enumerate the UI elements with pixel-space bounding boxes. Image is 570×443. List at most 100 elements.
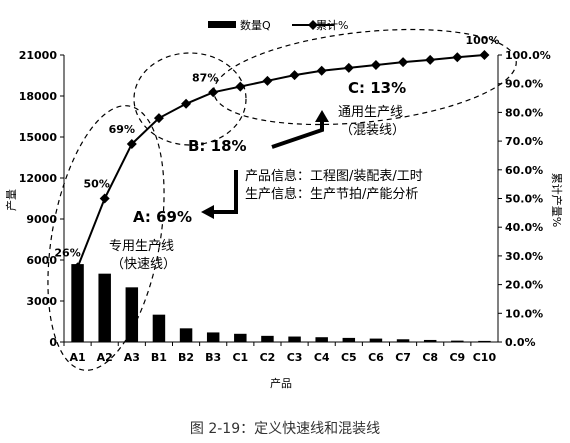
left-tick-label: 18000 bbox=[19, 90, 58, 103]
right-tick-label: 90.0% bbox=[505, 78, 543, 91]
cumulative-point-A3 bbox=[126, 138, 137, 149]
left-tick-label: 12000 bbox=[19, 172, 58, 185]
x-tick-label: C7 bbox=[395, 351, 411, 364]
right-tick-label: 50.0% bbox=[505, 193, 543, 206]
left-tick-label: 6000 bbox=[26, 254, 57, 267]
cumulative-label-A3: 69% bbox=[109, 123, 135, 136]
right-axis-title: 累计产量% bbox=[550, 173, 564, 227]
right-tick-label: 80.0% bbox=[505, 106, 543, 119]
x-tick-label: B2 bbox=[178, 351, 194, 364]
cumulative-label-A2: 50% bbox=[84, 178, 110, 191]
x-tick-label: A1 bbox=[69, 351, 85, 364]
bar-A2 bbox=[98, 273, 111, 342]
right-tick-label: 100.0% bbox=[505, 49, 551, 62]
bar-C7 bbox=[396, 339, 410, 342]
cumulative-point-C5 bbox=[343, 62, 354, 73]
bar-series bbox=[71, 264, 491, 342]
x-tick-label: A3 bbox=[124, 351, 140, 364]
cumulative-point-C7 bbox=[398, 57, 409, 68]
right-tick-label: 20.0% bbox=[505, 279, 543, 292]
production-info-note: 生产信息：生产节拍/产能分析 bbox=[245, 186, 418, 202]
zone-c-label: C: 13% bbox=[348, 79, 406, 97]
cumulative-point-C9 bbox=[452, 52, 463, 63]
left-tick-label: 3000 bbox=[26, 295, 57, 308]
x-tick-label: A2 bbox=[97, 351, 113, 364]
right-tick-label: 0.0% bbox=[505, 336, 536, 349]
cumulative-point-C6 bbox=[370, 60, 381, 71]
cumulative-line bbox=[76, 54, 485, 268]
bar-C9 bbox=[451, 340, 464, 342]
x-tick-label: B1 bbox=[151, 351, 167, 364]
bar-C3 bbox=[288, 336, 301, 342]
cumulative-point-B1 bbox=[153, 113, 164, 124]
cumulative-point-C1 bbox=[235, 81, 246, 92]
bar-B3 bbox=[206, 332, 220, 342]
x-tick-label: C10 bbox=[473, 351, 497, 364]
cumulative-label-C10: 100% bbox=[465, 34, 499, 47]
fast-line-sublabel: （快速线） bbox=[111, 257, 176, 272]
figure-caption: 图 2-19：定义快速线和混装线 bbox=[189, 421, 381, 437]
x-tick-label: C9 bbox=[449, 351, 465, 364]
cumulative-label-B3: 87% bbox=[192, 71, 218, 84]
bar-C1 bbox=[234, 333, 247, 342]
zone-a-ellipse bbox=[47, 105, 165, 371]
x-axis-title: 产品 bbox=[270, 376, 292, 390]
right-tick-label: 10.0% bbox=[505, 307, 543, 320]
zone-c-ellipse bbox=[213, 28, 517, 126]
right-tick-label: 60.0% bbox=[505, 164, 543, 177]
bar-B1 bbox=[152, 314, 166, 342]
x-tick-label: B3 bbox=[205, 351, 221, 364]
cumulative-point-A2 bbox=[99, 193, 110, 204]
left-tick-label: 21000 bbox=[19, 49, 58, 62]
x-tick-label: C4 bbox=[314, 351, 330, 364]
cumulative-point-B2 bbox=[181, 98, 192, 109]
cumulative-point-C3 bbox=[289, 70, 300, 81]
cumulative-point-C2 bbox=[262, 75, 273, 86]
cumulative-line-series bbox=[72, 50, 490, 273]
fast-line-label: 专用生产线 bbox=[109, 239, 174, 254]
bar-B2 bbox=[179, 328, 193, 342]
product-info-note: 产品信息：工程图/装配表/工时 bbox=[245, 168, 423, 184]
cumulative-point-C8 bbox=[425, 54, 436, 65]
arrow-to-fast-line bbox=[201, 170, 238, 219]
left-axis-title: 产量 bbox=[4, 189, 18, 211]
legend: 数量Q 累计% bbox=[208, 19, 348, 32]
x-tick-label: C2 bbox=[260, 351, 276, 364]
bar-C4 bbox=[315, 337, 328, 342]
legend-line-marker bbox=[308, 20, 318, 30]
cumulative-label-A1: 26% bbox=[54, 246, 80, 259]
left-tick-label: 9000 bbox=[26, 213, 57, 226]
legend-bar-swatch bbox=[208, 21, 236, 28]
bar-A1 bbox=[71, 264, 84, 342]
mixed-line-label: 通用生产线 bbox=[338, 105, 403, 120]
zone-b-label: B: 18% bbox=[188, 137, 247, 155]
cumulative-point-labels: 26% 50% 69% 87% 100% bbox=[54, 34, 499, 259]
bar-C10 bbox=[478, 340, 491, 342]
cumulative-point-C10 bbox=[479, 50, 490, 60]
legend-line-label: 累计% bbox=[316, 19, 348, 32]
cumulative-point-A1 bbox=[72, 262, 83, 273]
bar-C6 bbox=[369, 338, 383, 342]
right-tick-label: 30.0% bbox=[505, 250, 543, 263]
x-axis-ticks: A1 A2 A3 B1 B2 B3 C1 C2 C3 C4 C5 C6 C7 C8 C9 C10 bbox=[63, 342, 497, 364]
zone-b-ellipse bbox=[133, 52, 247, 146]
right-tick-label: 70.0% bbox=[505, 135, 543, 148]
arrow-to-mixed-line bbox=[271, 110, 329, 149]
left-axis-ticks: 0 3000 6000 9000 12000 15000 18000 21000 bbox=[19, 49, 64, 349]
x-tick-label: C6 bbox=[368, 351, 384, 364]
right-axis-ticks: 0.0% 10.0% 20.0% 30.0% 40.0% 50.0% 60.0% 70.0% 8… bbox=[498, 49, 551, 349]
bar-C8 bbox=[423, 339, 437, 342]
x-tick-label: C1 bbox=[232, 351, 248, 364]
left-tick-label: 15000 bbox=[19, 131, 58, 144]
left-tick-label: 0 bbox=[49, 336, 57, 349]
x-tick-label: C5 bbox=[341, 351, 357, 364]
cumulative-point-C4 bbox=[316, 65, 327, 76]
x-tick-label: C3 bbox=[287, 351, 303, 364]
legend-bar-label: 数量Q bbox=[240, 19, 271, 32]
bar-C2 bbox=[261, 335, 274, 342]
right-tick-label: 40.0% bbox=[505, 221, 543, 234]
bar-A3 bbox=[125, 287, 139, 342]
zone-a-label: A: 69% bbox=[133, 208, 192, 226]
x-tick-label: C8 bbox=[422, 351, 438, 364]
